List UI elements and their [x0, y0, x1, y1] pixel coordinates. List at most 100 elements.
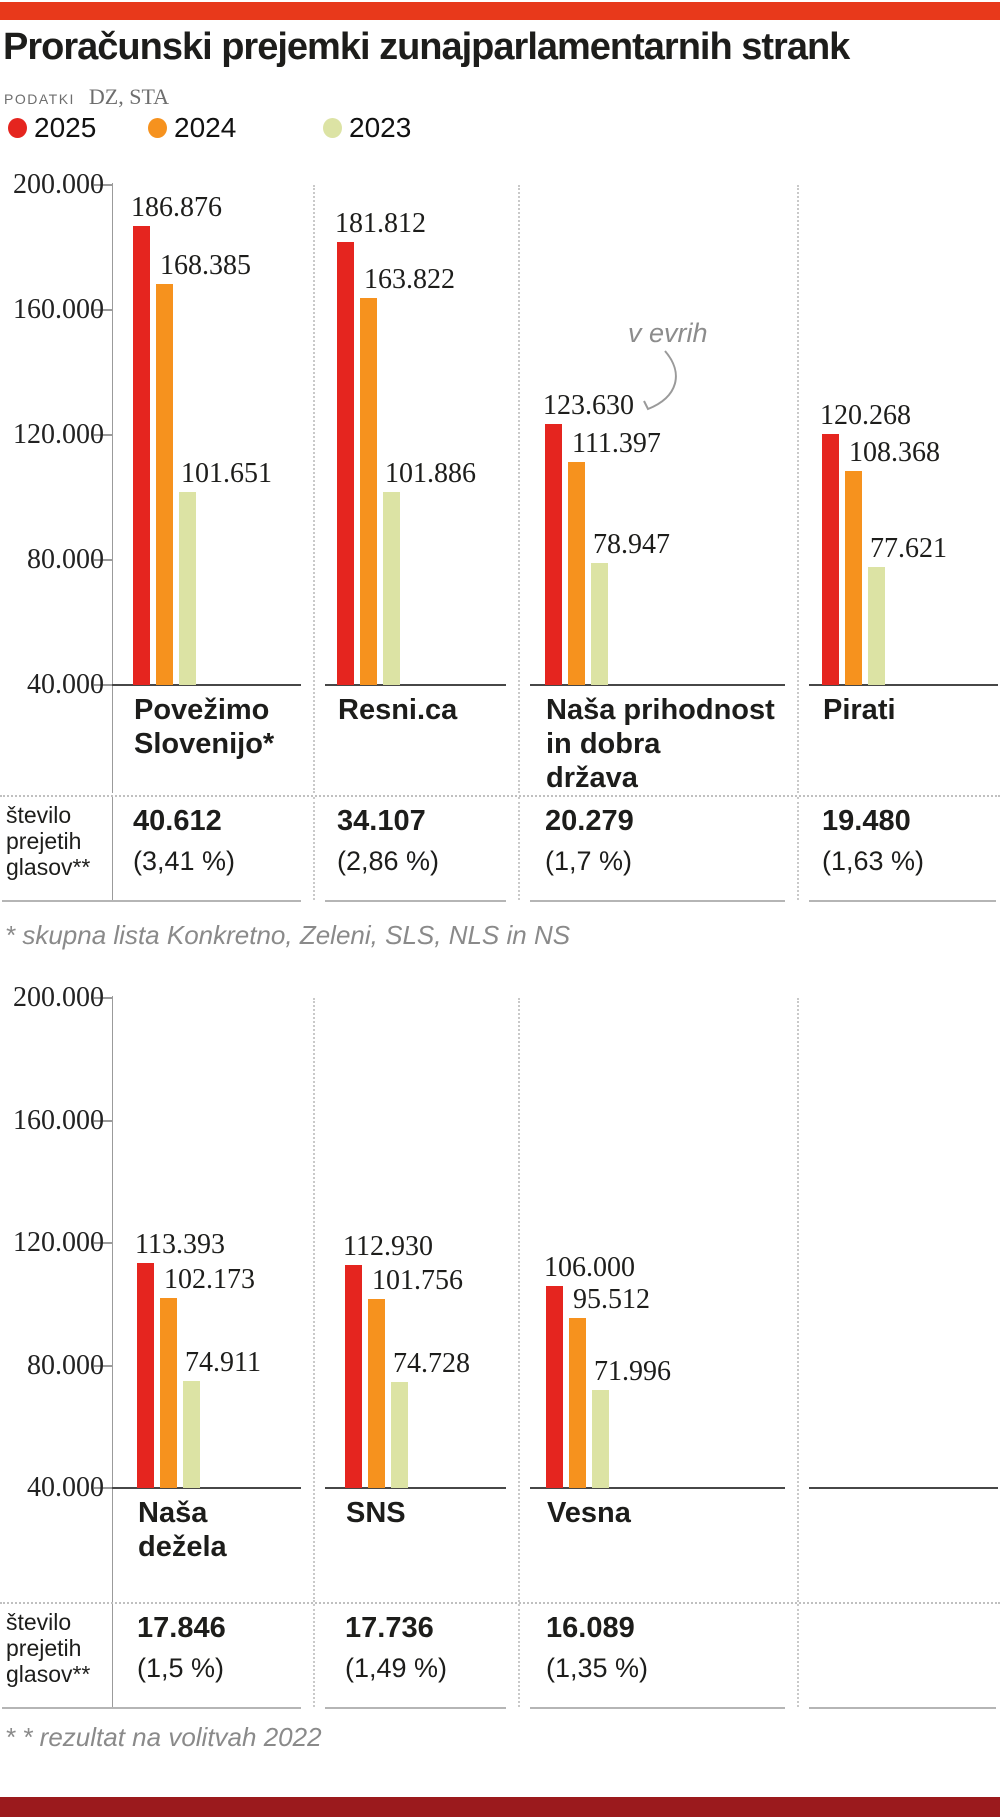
category-label-line: dežela: [138, 1531, 227, 1563]
bar-2023: [179, 492, 196, 685]
bar-2023: [391, 1381, 408, 1488]
y-axis-tick-label: 80.000: [27, 544, 104, 575]
chart-bottom: 200.000 160.000 120.000 80.000 40.000 113.393…: [0, 975, 1000, 1612]
bar-value-label: 77.621: [870, 533, 947, 565]
category-label-line: Slovenijo*: [134, 728, 275, 760]
votes-row-underline: [809, 1707, 996, 1709]
votes-row-axis-line: [112, 1604, 113, 1707]
bar-value-label: 74.728: [393, 1347, 470, 1379]
bar-2025: [345, 1264, 362, 1488]
y-axis-tick: [94, 1242, 112, 1244]
bar-value-label: 123.630: [543, 389, 634, 421]
bar-2025: [137, 1263, 154, 1488]
y-axis-line: [112, 183, 113, 793]
y-axis-tick-label: 120.000: [13, 419, 104, 450]
bar-2025: [133, 226, 150, 685]
bar-value-label: 102.173: [164, 1263, 255, 1295]
bar-value-label: 111.397: [572, 427, 661, 459]
baseline-segment: [530, 1487, 785, 1489]
baseline-segment: [809, 1487, 998, 1489]
votes-row-underline: [325, 900, 506, 902]
y-axis-tick: [94, 1364, 112, 1367]
legend-dot-2024: [148, 118, 167, 138]
votes-percent: (1,5 %): [137, 1653, 225, 1683]
bar-2023: [868, 567, 885, 685]
category-label: Resni.ca: [338, 693, 457, 727]
category-label-line: Pirati: [823, 694, 896, 726]
bar-2025: [822, 434, 839, 685]
votes-row-label-line: prejetih: [6, 1635, 82, 1661]
votes-row-underline: [809, 900, 996, 902]
votes-row-underline: [530, 1707, 785, 1709]
y-axis-tick-label: 200.000: [13, 982, 104, 1013]
bar-2025: [545, 423, 562, 685]
top-accent-bar: [0, 2, 1000, 20]
bar-value-label: 168.385: [160, 249, 251, 281]
bar-value-label: 163.822: [364, 264, 455, 296]
y-axis-tick-label: 160.000: [13, 1104, 104, 1136]
bar-value-label: 78.947: [593, 529, 670, 561]
bar-2023: [592, 1390, 609, 1488]
votes-count: 34.107: [337, 805, 426, 837]
y-axis-tick-label: 40.000: [27, 1472, 104, 1503]
y-axis-tick: [94, 184, 112, 186]
bar-value-label: 113.393: [135, 1229, 225, 1261]
column-separator: [313, 185, 315, 793]
bar-value-label: 95.512: [573, 1283, 650, 1315]
votes-count: 40.612: [133, 805, 222, 837]
votes-percent: (1,63 %): [822, 846, 925, 876]
y-axis-tick: [94, 434, 112, 436]
y-axis-tick: [94, 559, 112, 561]
legend-year-label: 2025: [34, 112, 97, 143]
votes-row-separator: [313, 1604, 315, 1707]
footnote-single-star: * skupna lista Konkretno, Zeleni, SLS, N…: [5, 920, 571, 950]
y-axis-tick: [94, 309, 112, 311]
category-label-line: Vesna: [547, 1497, 631, 1529]
votes-row-separator: [797, 797, 799, 900]
votes-row-underline: [2, 1707, 301, 1709]
category-label-line: država: [546, 762, 638, 794]
legend-year-label: 2023: [349, 112, 412, 143]
bar-value-label: 101.756: [372, 1264, 463, 1296]
votes-row-label: število prejetih glasov**: [6, 1609, 90, 1687]
bar-2024: [569, 1317, 586, 1488]
bar-2024: [845, 471, 862, 685]
bar-2024: [568, 461, 585, 685]
bar-2023: [383, 491, 400, 685]
y-axis-tick-label: 80.000: [27, 1349, 104, 1381]
bar-value-label: 112.930: [343, 1230, 433, 1262]
votes-row-underline: [325, 1707, 506, 1709]
unit-note-arrow: [643, 350, 677, 411]
bar-value-label: 101.886: [385, 457, 476, 489]
votes-row-separator: [797, 1604, 799, 1707]
votes-row-axis-line: [112, 797, 113, 900]
category-label: Naša prihodnost in dobra država: [546, 693, 775, 795]
votes-row-label-line: število: [6, 802, 72, 828]
category-label: SNS: [346, 1496, 406, 1530]
votes-row-top: število prejetih glasov** 40.612 (3,41 %) 34.…: [0, 795, 1000, 907]
bar-value-label: 108.368: [849, 437, 940, 469]
legend-item-2023: 2023: [323, 112, 411, 144]
y-axis-tick-label: 120.000: [13, 1227, 104, 1258]
category-label-line: Resni.ca: [338, 694, 458, 726]
chart-top: 200.000 160.000 120.000 80.000 40.000 186.876…: [0, 155, 1000, 795]
bar-value-label: 74.911: [185, 1347, 261, 1379]
y-axis-line: [112, 996, 113, 1602]
source-row: PODATKI DZ, STA: [4, 84, 169, 110]
category-label: Povežimo Slovenijo*: [134, 693, 274, 761]
votes-row-label-line: glasov**: [6, 854, 91, 880]
bar-2024: [360, 298, 377, 685]
bar-2023: [591, 563, 608, 685]
category-label-line: Naša prihodnost: [546, 694, 775, 726]
y-axis-tick: [94, 684, 112, 686]
baseline-segment: [809, 684, 998, 686]
bar-value-label: 101.651: [181, 458, 272, 490]
legend-item-2024: 2024: [148, 112, 236, 144]
votes-count: 20.279: [545, 805, 634, 837]
baseline-segment: [325, 1487, 506, 1489]
votes-count: 17.846: [137, 1612, 226, 1644]
votes-row-separator: [313, 797, 315, 900]
bar-2023: [183, 1381, 200, 1488]
unit-note: v evrih: [628, 318, 708, 348]
votes-percent: (3,41 %): [133, 846, 236, 876]
